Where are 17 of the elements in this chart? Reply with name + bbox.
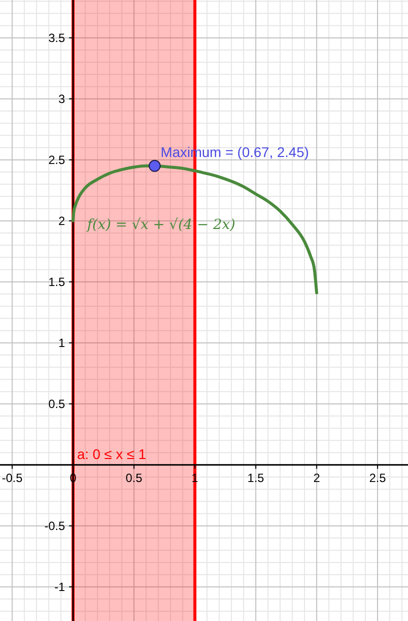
y-tick-label: 1.5 — [48, 274, 66, 289]
y-tick-label: 3 — [58, 92, 66, 106]
band-label: a: 0 ≤ x ≤ 1 — [77, 446, 146, 462]
x-tick-label: 1.5 — [247, 470, 264, 485]
series-label: f(x) = √x + √(4 − 2x) — [86, 216, 236, 233]
y-tick-label: 1 — [58, 336, 66, 350]
y-tick-label: 0.5 — [48, 396, 66, 411]
y-tick-label: -1 — [54, 580, 66, 594]
x-tick-label: 0.5 — [126, 470, 143, 485]
y-tick-label: 3.5 — [48, 30, 66, 45]
y-tick-label: 2 — [58, 214, 66, 228]
x-tick-label: -0.5 — [2, 470, 23, 485]
y-tick-label: -0.5 — [44, 518, 66, 533]
y-tick-label: 2.5 — [48, 152, 66, 167]
x-tick-label: 2.5 — [369, 470, 386, 485]
x-tick-label: 1 — [192, 470, 199, 485]
x-tick-label: 2 — [313, 470, 320, 485]
